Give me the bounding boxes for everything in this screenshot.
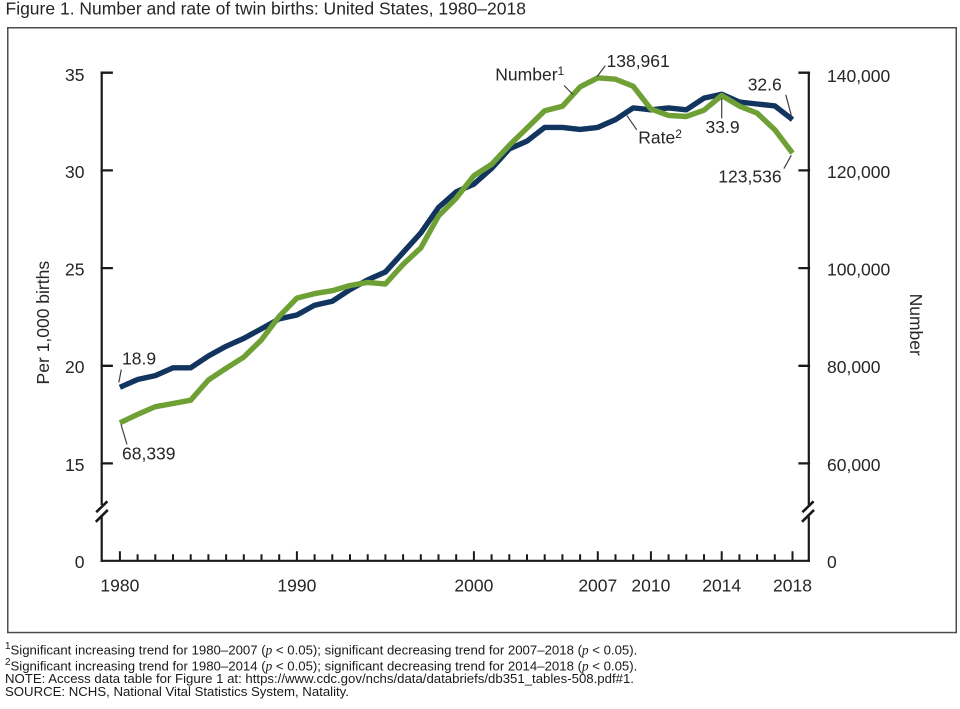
svg-text:2014: 2014 [702,576,741,596]
svg-text:138,961: 138,961 [607,51,670,71]
svg-text:0: 0 [827,552,837,572]
svg-text:15: 15 [65,455,84,475]
svg-text:Rate2: Rate2 [638,127,682,148]
svg-text:18.9: 18.9 [122,349,156,369]
svg-text:68,339: 68,339 [122,444,176,464]
svg-text:2000: 2000 [454,576,493,596]
svg-text:Number1: Number1 [495,64,564,85]
svg-text:80,000: 80,000 [827,357,881,377]
svg-text:33.9: 33.9 [706,117,740,137]
svg-text:140,000: 140,000 [827,66,891,86]
svg-text:60,000: 60,000 [827,455,881,475]
svg-text:1980: 1980 [100,576,139,596]
svg-text:32.6: 32.6 [748,75,782,95]
svg-text:0: 0 [75,552,85,572]
svg-text:Figure 1. Number and rate of t: Figure 1. Number and rate of twin births… [6,0,526,18]
svg-text:1990: 1990 [277,576,316,596]
svg-text:30: 30 [65,162,85,182]
svg-text:2007: 2007 [578,576,617,596]
svg-text:123,536: 123,536 [718,166,781,186]
svg-text:Per 1,000 births: Per 1,000 births [33,261,53,385]
svg-text:120,000: 120,000 [827,162,891,182]
svg-text:35: 35 [65,65,84,85]
svg-text:100,000: 100,000 [827,260,891,280]
svg-text:Number: Number [906,294,926,356]
svg-text:2010: 2010 [631,576,670,596]
svg-text:25: 25 [65,260,84,280]
svg-text:20: 20 [65,357,85,377]
svg-text:2018: 2018 [773,576,812,596]
